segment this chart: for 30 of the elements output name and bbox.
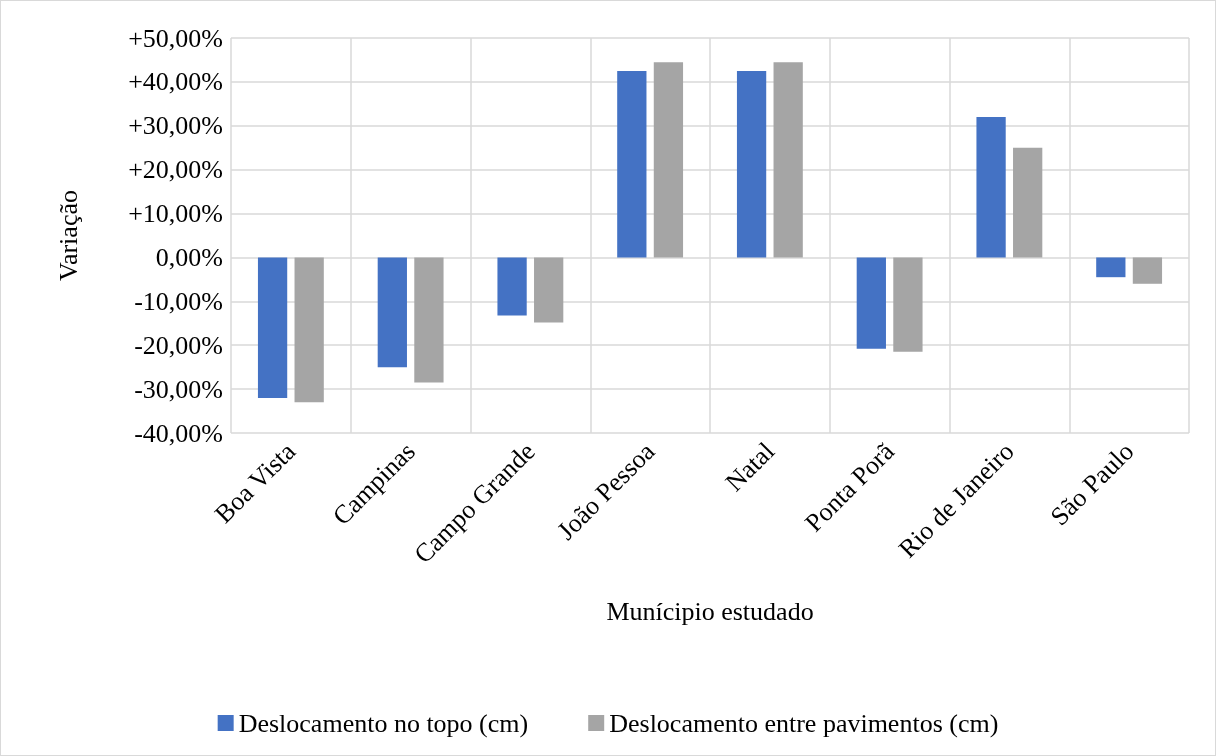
bar — [414, 257, 444, 383]
bar — [856, 257, 886, 349]
legend-label: Deslocamento entre pavimentos (cm) — [609, 708, 999, 738]
y-tick-label: 0,00% — [155, 242, 223, 272]
bar — [377, 257, 407, 368]
bar — [1096, 257, 1126, 278]
bar — [653, 62, 684, 258]
y-tick-label: +30,00% — [128, 111, 223, 141]
bar — [294, 257, 324, 403]
legend-label: Deslocamento no topo (cm) — [238, 708, 529, 738]
y-axis-title: Variação — [53, 190, 83, 281]
y-tick-label: +50,00% — [128, 23, 223, 53]
y-tick-label: -40,00% — [134, 418, 223, 448]
bar — [976, 117, 1006, 258]
bar — [893, 257, 923, 352]
y-tick-label: +40,00% — [128, 67, 223, 97]
bar — [736, 70, 767, 258]
bar — [773, 62, 803, 258]
bar — [534, 257, 564, 323]
y-tick-label: -30,00% — [134, 374, 223, 404]
bar — [497, 257, 527, 316]
y-tick-label: +20,00% — [128, 155, 223, 185]
x-axis-title: Munícipio estudado — [606, 596, 814, 626]
bar — [1132, 257, 1163, 284]
bar — [1013, 147, 1043, 258]
bar — [257, 257, 288, 398]
y-tick-label: -10,00% — [134, 286, 223, 316]
y-tick-label: +10,00% — [128, 199, 223, 229]
bar — [617, 70, 647, 258]
y-tick-label: -20,00% — [134, 330, 223, 360]
